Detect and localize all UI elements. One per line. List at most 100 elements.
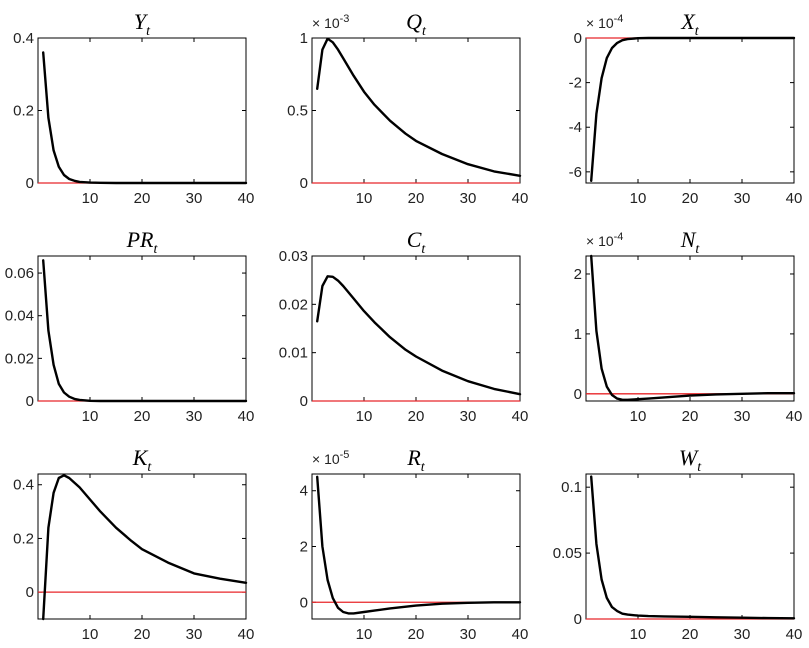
panel-title: Rt — [406, 445, 425, 475]
y-tick-label: 0 — [26, 175, 34, 192]
x-tick-label: 20 — [682, 626, 699, 643]
y-tick-label: 1 — [574, 326, 582, 343]
panel-title: Nt — [680, 227, 701, 257]
axes-box — [585, 255, 795, 402]
x-tick-label: 30 — [734, 626, 751, 643]
response-line — [316, 275, 522, 396]
y-tick-label: 0.02 — [279, 296, 308, 313]
response-line — [42, 474, 248, 621]
axes-box — [37, 255, 247, 402]
axes-box — [585, 473, 795, 620]
response-line — [42, 51, 248, 185]
y-tick-label: 0.1 — [561, 479, 582, 496]
y-tick-label: 0.2 — [13, 103, 34, 120]
x-tick-label: 20 — [408, 190, 425, 207]
subplot-w: 10 20 30 40 0 0.05 0.1 Wt — [553, 445, 803, 643]
y-tick-label: 0 — [300, 393, 308, 410]
x-tick-label: 30 — [186, 408, 203, 425]
y-tick-label: -2 — [569, 75, 582, 92]
subplot-q: 10 20 30 40 0 0.5 1 Qt × 10-3 — [287, 9, 528, 207]
x-tick-label: 10 — [356, 408, 373, 425]
y-tick-label: 0.2 — [13, 530, 34, 547]
panel-title: Wt — [679, 445, 702, 475]
x-tick-label: 40 — [512, 190, 529, 207]
x-tick-label: 10 — [82, 408, 99, 425]
panel-title: Xt — [680, 9, 699, 39]
x-tick-label: 40 — [786, 190, 803, 207]
y-tick-label: 0 — [26, 584, 34, 601]
y-tick-label: 1 — [300, 30, 308, 47]
response-line — [316, 37, 522, 178]
x-tick-label: 30 — [734, 408, 751, 425]
x-tick-label: 20 — [134, 626, 151, 643]
x-tick-label: 30 — [460, 408, 477, 425]
x-tick-label: 20 — [134, 408, 151, 425]
y-tick-label: 0.04 — [5, 308, 34, 325]
axes-box — [311, 473, 521, 620]
x-tick-label: 10 — [630, 408, 647, 425]
axes-box — [37, 473, 247, 620]
axis-exponent-label: × 10-3 — [312, 13, 349, 31]
subplot-c: 10 20 30 40 0 0.01 0.02 0.03 Ct — [279, 227, 529, 425]
y-tick-label: 0 — [300, 175, 308, 192]
panel-title: PRt — [126, 227, 159, 257]
axes-box — [311, 255, 521, 402]
x-tick-label: 20 — [682, 408, 699, 425]
subplot-k: 10 20 30 40 0 0.2 0.4 Kt — [13, 445, 254, 643]
y-tick-label: 2 — [574, 266, 582, 283]
panel-title: Qt — [406, 9, 427, 39]
response-line — [590, 36, 796, 183]
axes-box — [37, 37, 247, 184]
x-tick-label: 40 — [238, 190, 255, 207]
x-tick-label: 30 — [460, 190, 477, 207]
y-tick-label: 0 — [574, 386, 582, 403]
x-tick-label: 20 — [134, 190, 151, 207]
x-tick-label: 10 — [630, 190, 647, 207]
x-tick-label: 40 — [786, 626, 803, 643]
x-tick-label: 40 — [786, 408, 803, 425]
panel-title: Yt — [134, 9, 151, 39]
response-line — [316, 475, 522, 615]
x-tick-label: 10 — [82, 626, 99, 643]
subplot-n: 10 20 30 40 0 1 2 Nt × 10-4 — [574, 227, 803, 425]
subplot-pr: 10 20 30 40 0 0.02 0.04 0.06 PRt — [5, 227, 255, 425]
axis-exponent-label: × 10-4 — [586, 231, 623, 249]
y-tick-label: 2 — [300, 539, 308, 556]
axis-exponent-label: × 10-5 — [312, 449, 349, 467]
response-line — [42, 259, 248, 403]
subplot-r: 10 20 30 40 0 2 4 Rt × 10-5 — [300, 445, 529, 643]
y-tick-label: 0 — [300, 594, 308, 611]
y-tick-label: 0.05 — [553, 545, 582, 562]
x-tick-label: 40 — [512, 626, 529, 643]
y-tick-label: 0.06 — [5, 265, 34, 282]
y-tick-label: 0.03 — [279, 248, 308, 265]
x-tick-label: 40 — [238, 626, 255, 643]
x-tick-label: 20 — [408, 408, 425, 425]
y-tick-label: 0 — [26, 393, 34, 410]
panel-title: Kt — [132, 445, 153, 475]
response-line — [590, 475, 796, 620]
x-tick-label: 40 — [512, 408, 529, 425]
subplot-x: 10 20 30 40 -6 -4 -2 0 Xt × 10-4 — [569, 9, 803, 207]
x-tick-label: 20 — [682, 190, 699, 207]
x-tick-label: 30 — [460, 626, 477, 643]
panel-title: Ct — [407, 227, 427, 257]
x-tick-label: 10 — [630, 626, 647, 643]
y-tick-label: 0.4 — [13, 477, 34, 494]
x-tick-label: 30 — [186, 626, 203, 643]
y-tick-label: 0.01 — [279, 345, 308, 362]
y-tick-label: 0.5 — [287, 103, 308, 120]
y-tick-label: 0 — [574, 30, 582, 47]
y-tick-label: 0.4 — [13, 30, 34, 47]
x-tick-label: 40 — [238, 408, 255, 425]
x-tick-label: 20 — [408, 626, 425, 643]
response-line — [590, 254, 796, 401]
y-tick-label: -4 — [569, 119, 582, 136]
x-tick-label: 10 — [356, 626, 373, 643]
x-tick-label: 30 — [186, 190, 203, 207]
axes-box — [585, 37, 795, 184]
x-tick-label: 10 — [356, 190, 373, 207]
x-tick-label: 10 — [82, 190, 99, 207]
y-tick-label: 0.02 — [5, 350, 34, 367]
